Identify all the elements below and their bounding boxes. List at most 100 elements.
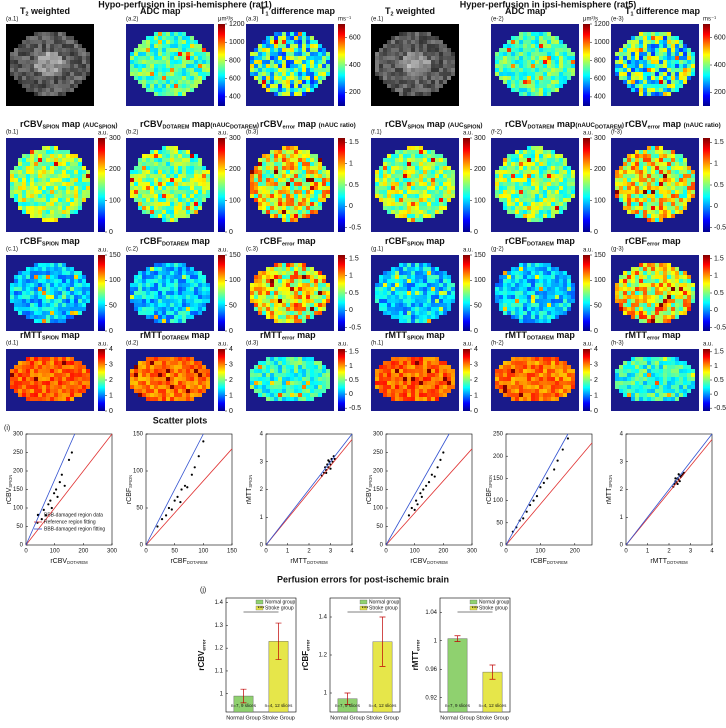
pixel	[667, 170, 671, 174]
pixel	[427, 166, 431, 170]
pixel	[14, 182, 18, 186]
pixel	[198, 64, 202, 68]
pixel	[375, 60, 379, 64]
pixel	[150, 206, 154, 210]
pixel	[62, 267, 66, 271]
pixel	[543, 72, 547, 76]
pixel	[423, 174, 427, 178]
pixel	[531, 206, 535, 210]
pixel	[447, 275, 451, 279]
pixel	[198, 48, 202, 52]
pixel	[26, 311, 30, 315]
pixel	[34, 303, 38, 307]
pixel	[142, 68, 146, 72]
pixel	[543, 80, 547, 84]
pixel	[687, 48, 691, 52]
pixel	[194, 60, 198, 64]
title-part: error	[282, 242, 295, 248]
pixel	[627, 162, 631, 166]
pixel	[154, 373, 158, 377]
pixel	[559, 76, 563, 80]
pixel	[547, 178, 551, 182]
pixel	[379, 60, 383, 64]
pixel	[130, 170, 134, 174]
pixel	[443, 174, 447, 178]
pixel	[282, 291, 286, 295]
pixel	[34, 36, 38, 40]
pixel	[379, 194, 383, 198]
pixel	[527, 174, 531, 178]
pixel	[527, 48, 531, 52]
colorbar-tick-label: 2	[109, 377, 113, 384]
pixel	[659, 190, 663, 194]
pixel	[130, 72, 134, 76]
pixel	[194, 385, 198, 389]
pixel	[290, 279, 294, 283]
pixel	[286, 68, 290, 72]
pixel	[278, 377, 282, 381]
pixel	[623, 178, 627, 182]
pixel	[66, 170, 70, 174]
pixel	[419, 275, 423, 279]
pixel	[651, 60, 655, 64]
pixel	[691, 190, 695, 194]
pixel	[10, 186, 14, 190]
pixel	[527, 64, 531, 68]
pixel	[318, 287, 322, 291]
pixel	[647, 162, 651, 166]
pixel	[150, 76, 154, 80]
pixel	[294, 60, 298, 64]
title: T1 difference map	[625, 6, 701, 18]
pixel	[270, 166, 274, 170]
pixel	[519, 36, 523, 40]
pixel	[42, 76, 46, 80]
pixel	[447, 60, 451, 64]
pixel	[499, 174, 503, 178]
pixel	[174, 174, 178, 178]
pixel	[286, 385, 290, 389]
pixel	[535, 36, 539, 40]
pixel	[403, 44, 407, 48]
pixel	[270, 190, 274, 194]
pixel	[50, 64, 54, 68]
pixel	[415, 40, 419, 44]
pixel	[54, 365, 58, 369]
pixel	[74, 178, 78, 182]
pixel	[523, 202, 527, 206]
pixel	[314, 202, 318, 206]
pixel	[443, 186, 447, 190]
pixel	[683, 44, 687, 48]
pixel	[270, 381, 274, 385]
pixel	[30, 271, 34, 275]
colorbar-tick-label: 2	[229, 377, 233, 384]
pixel	[162, 393, 166, 397]
pixel	[623, 56, 627, 60]
pixel	[675, 174, 679, 178]
pixel	[302, 393, 306, 397]
pixel	[515, 162, 519, 166]
pixel	[274, 377, 278, 381]
pixel	[286, 275, 290, 279]
pixel	[22, 377, 26, 381]
pixel	[387, 174, 391, 178]
pixel	[639, 150, 643, 154]
pixel	[535, 158, 539, 162]
pixel	[435, 198, 439, 202]
pixel	[619, 194, 623, 198]
pixel	[543, 56, 547, 60]
pixel	[310, 373, 314, 377]
pixel	[627, 56, 631, 60]
pixel	[42, 68, 46, 72]
pixel	[439, 154, 443, 158]
pixel	[270, 311, 274, 315]
pixel	[443, 72, 447, 76]
pixel	[523, 56, 527, 60]
pixel	[58, 60, 62, 64]
pixel	[18, 190, 22, 194]
pixel	[310, 377, 314, 381]
pixel	[655, 80, 659, 84]
pixel	[403, 186, 407, 190]
pixel	[559, 182, 563, 186]
title-part: )	[257, 122, 259, 129]
pixel	[70, 186, 74, 190]
